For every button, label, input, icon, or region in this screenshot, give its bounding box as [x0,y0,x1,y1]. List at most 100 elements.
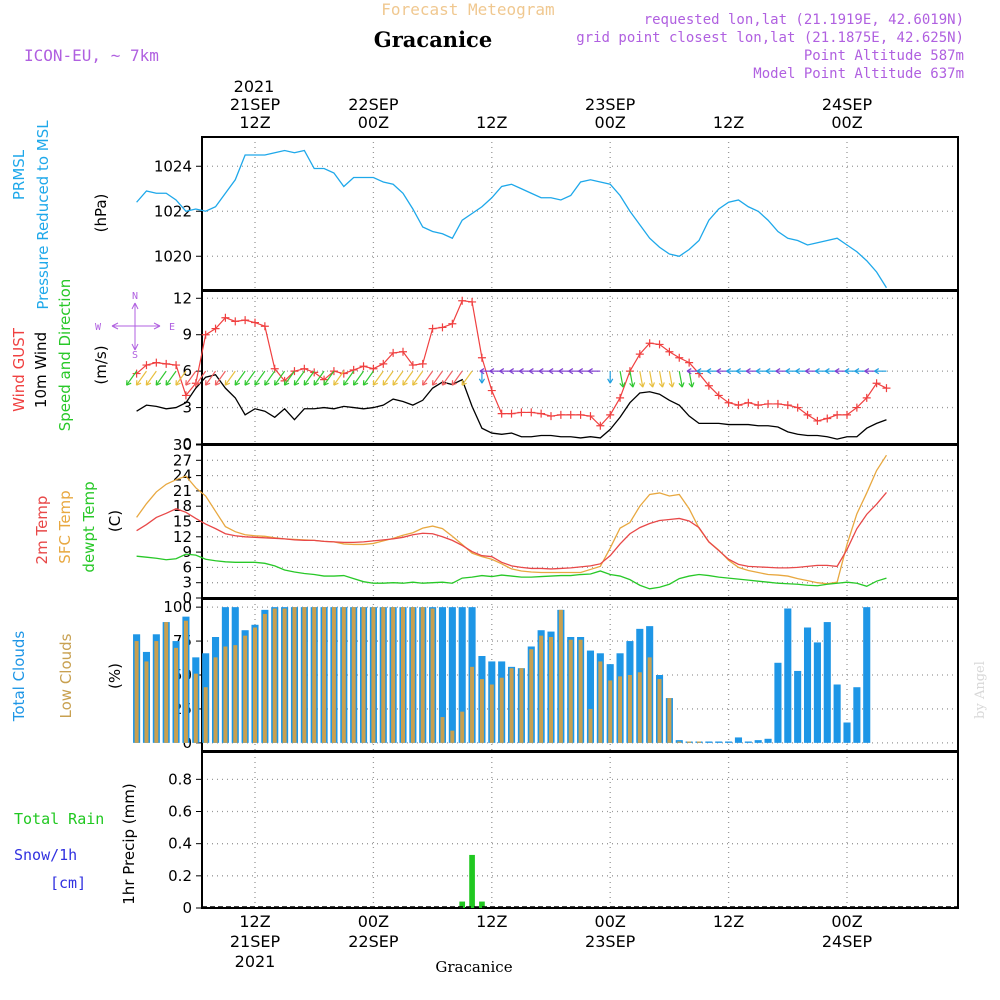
gust-marker [576,410,585,419]
low-cloud-bar [164,622,169,743]
wind-arrow [629,371,634,388]
panel-4: 0 0.2 0.4 0.6 0.8 [168,751,959,917]
low-cloud-bar [677,741,682,743]
y-tick-label: 30 [173,436,192,454]
grid-point-coords: grid point closest lon,lat (21.1875E, 42… [576,30,964,46]
model-label: ICON-EU, ~ 7km [24,46,159,65]
gust-marker [399,347,407,356]
total-cloud-bar [705,741,713,743]
cloud-labels: Total Clouds Low Clouds (%) [10,631,124,723]
top-axis-hour: 00Z [595,113,626,132]
gust-marker [339,369,348,378]
gust-marker [675,353,684,362]
low-cloud-bar [420,607,425,743]
gust-marker [685,358,694,367]
total-cloud-bar [843,722,851,743]
low-cloud-bar [509,668,514,743]
gust-marker [843,410,851,419]
low-cloud-bar [193,673,198,743]
t2m-line [136,492,887,570]
bottom-axis-date: 24SEP [822,932,873,951]
wind-arrow [254,370,266,386]
wind-arrow [382,370,394,386]
low-cloud-bar [312,607,317,743]
credit-watermark: by Angel [973,661,988,719]
panel-frame [201,751,959,909]
wind-arrow-head [658,382,665,388]
wind-arrow [274,370,286,386]
y-tick-label: 12 [173,289,192,307]
gust-marker [251,318,259,327]
total-cloud-bar [774,662,782,743]
wind-arrow-head [264,380,270,386]
wind-arrow-head [588,368,593,375]
top-axis-date: 24SEP [822,95,873,114]
low-cloud-bar [292,607,297,743]
total-cloud-bar [448,607,456,743]
gust-marker [349,365,358,374]
low-cloud-bar [667,698,672,743]
gust-marker [152,358,161,367]
wind-arrow [431,370,443,386]
gust-marker [744,398,753,407]
gust-marker [389,348,398,357]
low-cloud-bar [282,608,287,743]
wind-arrow-head [509,368,514,375]
rain-bar [469,854,475,908]
wind-arrow [293,370,305,386]
temp-labels: 2m Temp SFC Temp dewpt Temp (C) [33,481,124,572]
low-cloud-bar [470,666,475,743]
wind-arrow-head [745,368,751,375]
clouds-unit: (%) [106,663,124,689]
wind-arrow-head [461,380,467,386]
total-cloud-bar [813,642,821,743]
y-tick-label: 0.6 [168,803,192,821]
gust-marker [665,347,674,356]
point-altitude: Point Altitude 587m [804,48,964,64]
wind-arrow [195,370,207,386]
bottom-axis-date: 21SEP [230,932,281,951]
panels: 1020102210240369120369121518212427300255… [126,136,959,917]
low-cloud-bar [568,639,573,743]
low-cloud-bar [203,687,208,743]
dewpt-line [136,553,887,590]
wind-arrow-head [795,368,801,375]
gust-line [136,300,887,427]
wind-arrow [214,370,226,386]
gust-marker [704,381,713,390]
wind-arrow-head [185,380,191,386]
wind-arrow [343,370,355,386]
low-cloud-bar [401,607,405,743]
pressure-unit: (hPa) [92,194,110,233]
wind-arrow-head [528,368,534,375]
wind-arrow-head [392,380,398,386]
low-cloud-bar [657,679,662,743]
wind-arrow [451,370,463,386]
bottom-axis-hour: 12Z [476,912,507,931]
low-cloud-bar [391,607,396,743]
y-tick-label: 6 [182,362,192,380]
low-cloud-bar [440,717,445,743]
low-cloud-bar [213,657,218,743]
wind-arrow-head [441,380,448,386]
wind-arrow-head [844,368,850,375]
gust-marker [162,359,171,368]
y-tick-label: 3 [182,574,192,592]
y-tick-label: 21 [173,482,192,500]
wind-arrow-head [499,368,505,375]
wind-arrow [175,370,187,386]
wind-arrow-head [195,380,201,386]
wind-arrow-head [765,368,771,375]
wind-arrow-head [412,380,418,386]
wind-labels: Wind GUST 10m Wind Speed and Direction (… [10,279,175,432]
gust-marker [418,359,427,368]
wind-arrow [639,371,644,388]
wind-arrow-head [775,368,781,375]
wind-arrow-head [422,380,428,386]
wind-arrow [402,370,414,386]
dewpt-label: dewpt Temp [80,481,98,572]
low-cloud-bar [539,635,544,743]
low-cloud-bar [637,672,642,743]
total-cloud-bar [725,741,733,743]
